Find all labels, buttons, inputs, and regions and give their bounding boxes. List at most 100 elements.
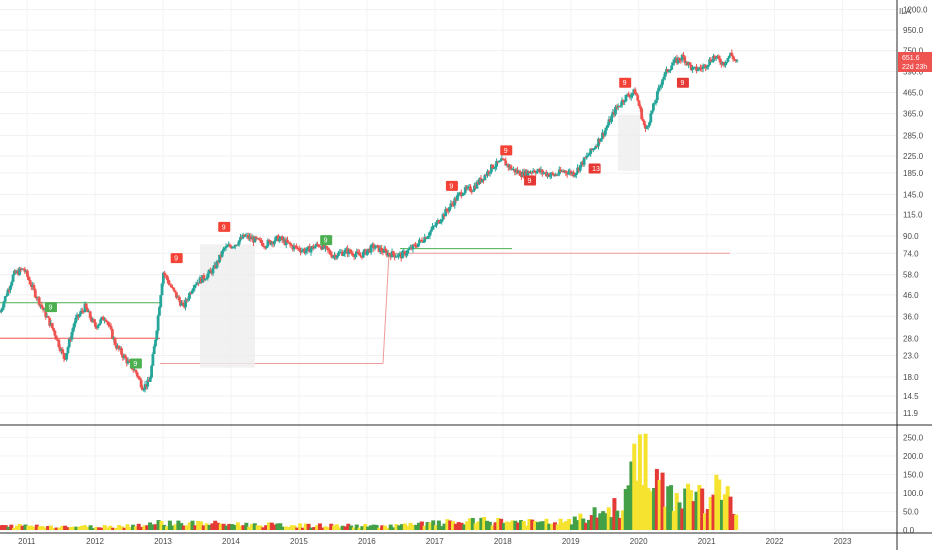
volume-bar [20,525,25,530]
time-tick-label: 2013 [154,537,172,546]
candle-body [220,250,224,257]
volume-bar [547,523,552,530]
volume-tick-label: 150.0 [903,470,924,479]
volume-bar [654,468,659,530]
price-tick-label: 74.0 [903,249,919,258]
shaded-zone [200,244,255,368]
price-tick-label: 225.0 [903,152,924,161]
volume-bar [238,525,243,530]
candle-body [636,95,640,101]
volume-bar [408,522,413,530]
volume-bar [165,526,170,530]
volume-bar [349,525,354,530]
setup-tag [500,145,513,156]
volume-bar [697,485,702,530]
volume-bar [524,525,529,530]
setup-tag [218,221,231,232]
volume-bar [128,527,133,530]
candle-body [653,103,657,105]
candle-body [425,237,429,239]
volume-bar [538,521,543,530]
candle-body [484,175,488,177]
candle-body [169,284,173,288]
candle-body [572,172,576,177]
candle-body [533,170,536,173]
candle-body [190,290,194,294]
candle-body [192,288,195,291]
candle-body [535,170,539,174]
candle-body [1,307,5,310]
candle-body [206,273,210,279]
time-tick-label: 2018 [494,537,512,546]
candle-body [163,272,167,275]
volume-bar [99,527,104,530]
volume-bar [552,522,557,530]
candle-body [348,249,352,253]
candle-body [117,345,121,350]
volume-bar [43,527,48,530]
candle-body [265,246,268,248]
candle-body [696,69,700,71]
setup-tag-label: 9 [48,305,52,312]
volume-bar [187,522,192,530]
volume-bar [159,520,164,530]
candle-body [88,311,92,318]
volume-bar [210,523,215,530]
volume-bars [0,433,739,530]
volume-bar [720,499,725,530]
volume-bar [569,524,574,530]
volume-bar [51,528,56,530]
candle-body [638,105,642,109]
candle-body [469,186,472,192]
candle-body [138,377,142,380]
candle-body [431,226,434,230]
volume-bar [131,524,136,530]
volume-bar [694,491,699,530]
candle-body [416,243,420,247]
candle-body [606,124,610,128]
candle-body [97,323,101,326]
candle-body [658,86,662,88]
volume-tick-label: 200.0 [903,452,924,461]
volume-bar [603,513,608,530]
candle-body [627,94,630,97]
volume-bar [391,527,396,530]
candle-body [652,103,655,111]
volume-bar [108,525,113,530]
candle-body [530,172,534,174]
candle-body [462,192,466,195]
candle-body [177,296,181,301]
time-tick-label: 2022 [766,537,784,546]
volume-bar [612,498,617,530]
candle-body [11,274,15,282]
candle-body [471,190,475,192]
volume-bar [74,526,79,530]
volume-bar [71,526,76,530]
volume-bar [589,515,594,530]
price-axis-labels: 1200.0 950.0 750.0 590.0 465.0 365.0 285.0 225.… [903,6,928,419]
setup-tag [676,77,689,88]
volume-bar [544,518,549,530]
volume-bar [241,525,246,530]
candle-body [676,57,680,64]
volume-bar [601,511,606,530]
candle-body [293,245,297,247]
volume-bar [669,485,674,530]
candle-body [37,297,41,306]
candle-body [86,308,89,312]
volume-bar [343,526,348,530]
candle-body [52,328,55,331]
candle-body [597,138,600,147]
candle-body [604,127,608,131]
candle-body [26,270,29,277]
setup-tag [619,77,632,88]
candle-body [300,250,304,253]
volume-bar [711,494,716,530]
candle-body [423,237,427,242]
candle-body [607,119,611,125]
volume-bar [142,525,147,530]
candle-body [582,157,586,165]
volume-bar [105,527,110,530]
volume-bar [283,526,288,530]
